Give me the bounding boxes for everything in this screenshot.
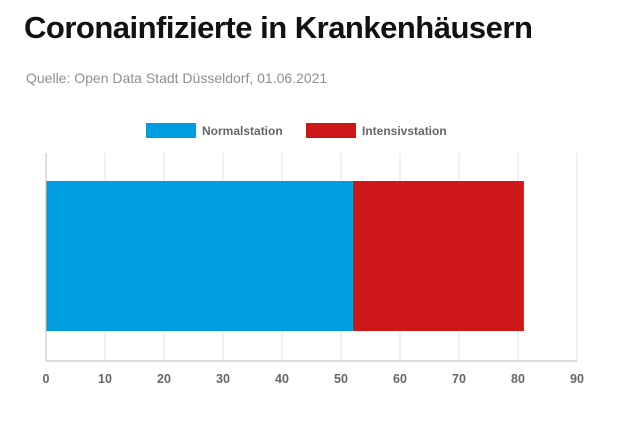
x-axis: 0 10 20 30 40 50 60 70 80 90 bbox=[43, 153, 584, 386]
legend: Normalstation Intensivstation bbox=[146, 123, 447, 138]
legend-swatch bbox=[306, 123, 356, 138]
x-tick-label: 50 bbox=[334, 372, 348, 386]
x-tick-label: 70 bbox=[452, 372, 466, 386]
bars bbox=[46, 181, 524, 331]
x-tick-label: 40 bbox=[275, 372, 289, 386]
x-tick-label: 20 bbox=[157, 372, 171, 386]
legend-label: Intensivstation bbox=[362, 124, 447, 138]
bar-intensivstation bbox=[352, 181, 524, 331]
chart-title: Coronainfizierte in Krankenhäusern bbox=[24, 10, 533, 45]
x-tick-label: 10 bbox=[98, 372, 112, 386]
x-tick-label: 30 bbox=[216, 372, 230, 386]
x-tick-label: 60 bbox=[393, 372, 407, 386]
legend-label: Normalstation bbox=[202, 124, 283, 138]
x-tick-label: 0 bbox=[43, 372, 50, 386]
legend-swatch bbox=[146, 123, 196, 138]
chart-source: Quelle: Open Data Stadt Düsseldorf, 01.0… bbox=[26, 70, 328, 86]
bar-normalstation bbox=[46, 181, 353, 331]
x-tick-label: 90 bbox=[570, 372, 584, 386]
x-tick-label: 80 bbox=[511, 372, 525, 386]
